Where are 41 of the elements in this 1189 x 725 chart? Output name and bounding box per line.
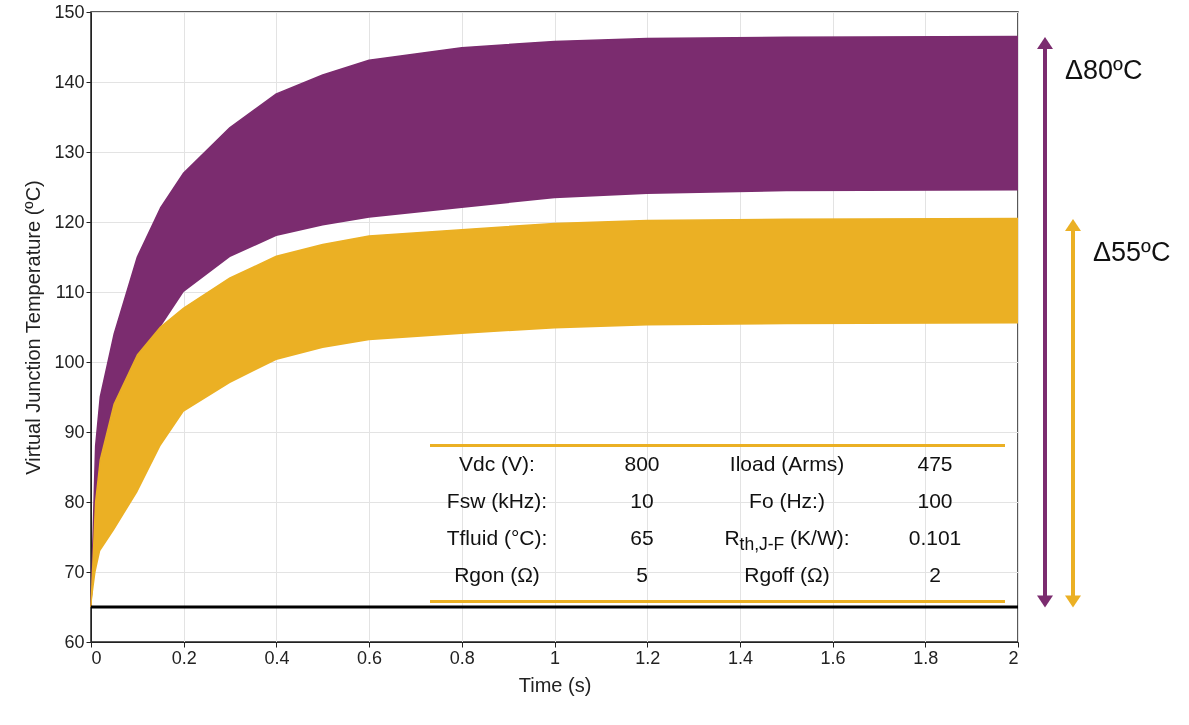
y-tick-label: 150 — [54, 1, 85, 22]
x-tick-label: 0.4 — [264, 647, 290, 668]
x-axis-title: Time (s) — [518, 673, 592, 696]
x-tick-label: 0.2 — [171, 647, 197, 668]
x-tick-label: 1.6 — [820, 647, 846, 668]
x-tick-label: 0 — [91, 647, 102, 668]
annotation: 0.101 — [908, 526, 962, 550]
y-tick-label: 100 — [54, 351, 85, 372]
annotation: R$_{th,J-F}$ (K/W): — [724, 526, 850, 556]
annotation: 65 — [630, 526, 654, 550]
y-tick-label: 120 — [54, 211, 85, 232]
y-axis-title: Virtual Junction Temperature (ºC) — [22, 180, 45, 475]
annotation: Vdc (V): — [459, 452, 535, 476]
annotation: Rgon (Ω) — [454, 563, 540, 587]
x-tick-label: 1.2 — [635, 647, 661, 668]
annotation: 100 — [917, 489, 953, 513]
x-tick-label: 0.8 — [449, 647, 475, 668]
annotation: Fo (Hz:) — [749, 489, 825, 513]
annotation: Iload (Arms) — [729, 452, 845, 476]
annotation: 800 — [624, 452, 660, 476]
annotation: Fsw (kHz): — [446, 489, 548, 513]
annotation: 2 — [929, 563, 941, 587]
y-tick-label: 90 — [64, 421, 85, 442]
y-tick-label: 60 — [64, 631, 85, 652]
y-tick-label: 140 — [54, 71, 85, 92]
x-tick-label: 1.8 — [913, 647, 939, 668]
y-tick-label: 70 — [64, 561, 85, 582]
annotation: 5 — [636, 563, 648, 587]
x-tick-label: 2 — [1008, 647, 1019, 668]
x-tick-label: 0.6 — [357, 647, 383, 668]
text: Δ80ºC — [1065, 54, 1143, 86]
x-tick-label: 1 — [549, 647, 561, 668]
annotation: Rgoff (Ω) — [744, 563, 830, 587]
x-tick-label: 1.4 — [727, 647, 753, 668]
text: Δ55ºC — [1093, 236, 1171, 268]
annotation: Tfluid (°C): — [446, 526, 548, 550]
annotation: 475 — [917, 452, 953, 476]
y-tick-label: 80 — [64, 491, 85, 512]
y-tick-label: 110 — [55, 281, 85, 302]
annotation: 10 — [630, 489, 654, 513]
y-tick-label: 130 — [54, 141, 85, 162]
